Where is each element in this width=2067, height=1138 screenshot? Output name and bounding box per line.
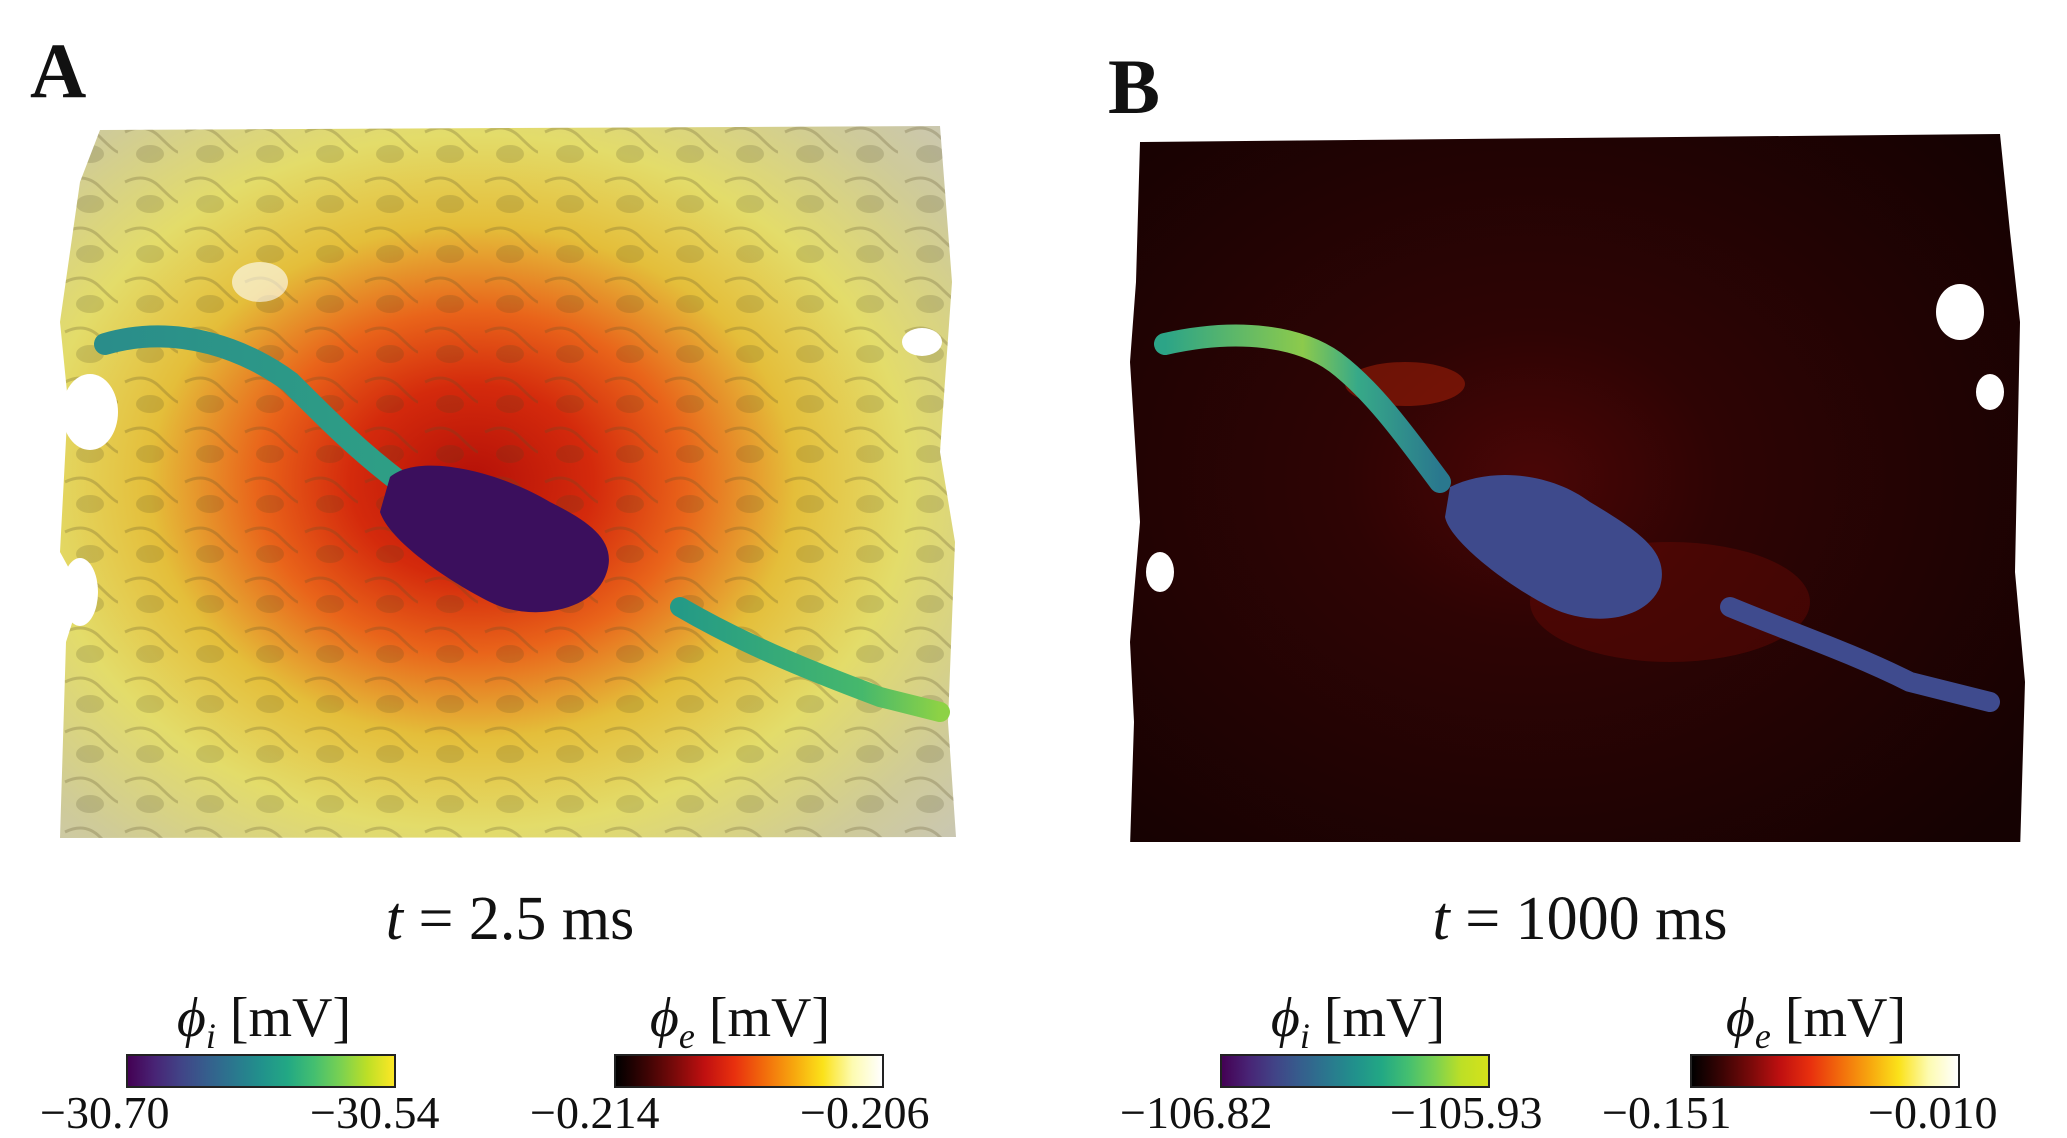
colorbar-unit: [mV] <box>1309 987 1446 1049</box>
colorbar-max-label: −105.93 <box>1390 1087 1543 1138</box>
time-value: = 1000 ms <box>1449 885 1728 953</box>
colorbar-max-label: −0.206 <box>800 1087 930 1138</box>
colorbar-title-phi-e: ϕe [mV] <box>590 990 890 1054</box>
time-label-b: t = 1000 ms <box>1130 888 2030 950</box>
colorbar-title-phi-e: ϕe [mV] <box>1666 990 1966 1054</box>
neuron-render-b <box>1130 134 2025 842</box>
colorbar-min-label: −106.82 <box>1120 1087 1273 1138</box>
colorbar-min-label: −0.214 <box>530 1087 660 1138</box>
colorbar-subscript: e <box>1754 1016 1771 1057</box>
time-variable: t <box>385 885 403 953</box>
neuron-render-a <box>60 126 956 838</box>
time-label-a: t = 2.5 ms <box>60 888 960 950</box>
colorbar-unit: [mV] <box>215 987 352 1049</box>
colorbar-subscript: i <box>1299 1016 1310 1057</box>
colorbar-subscript: e <box>678 1016 695 1057</box>
colorbar-min-label: −30.70 <box>40 1087 170 1138</box>
colorbar-unit: [mV] <box>694 987 831 1049</box>
colorbar-phi-e <box>614 1054 884 1088</box>
time-variable: t <box>1432 885 1450 953</box>
colorbar-max-label: −0.010 <box>1868 1087 1998 1138</box>
panel-label-a: A <box>30 27 87 114</box>
colorbar-symbol: ϕ <box>176 987 206 1049</box>
colorbar-title-phi-i: ϕi [mV] <box>114 990 414 1054</box>
colorbar-symbol: ϕ <box>1270 987 1300 1049</box>
panel-label-b: B <box>1108 43 1161 130</box>
colorbar-symbol: ϕ <box>1725 987 1755 1049</box>
time-value: = 2.5 ms <box>402 885 635 953</box>
colorbar-subscript: i <box>205 1016 216 1057</box>
colorbar-symbol: ϕ <box>649 987 679 1049</box>
colorbar-phi-i <box>1220 1054 1490 1088</box>
colorbar-max-label: −30.54 <box>310 1087 440 1138</box>
colorbar-unit: [mV] <box>1770 987 1907 1049</box>
colorbar-phi-e <box>1690 1054 1960 1088</box>
colorbar-phi-i <box>126 1054 396 1088</box>
colorbar-min-label: −0.151 <box>1602 1087 1732 1138</box>
colorbar-title-phi-i: ϕi [mV] <box>1208 990 1508 1054</box>
